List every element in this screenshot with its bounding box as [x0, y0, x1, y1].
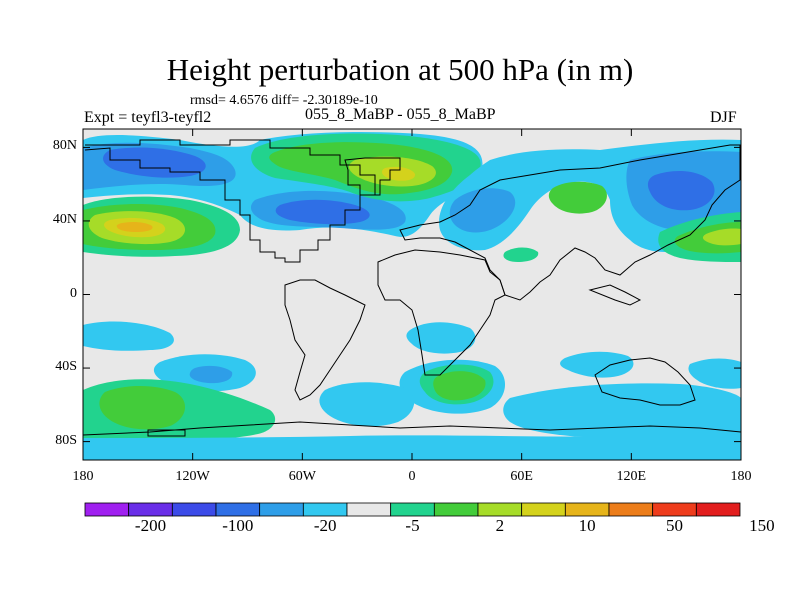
x-tick-label: 120E — [616, 469, 647, 484]
y-tick-label: 40N — [52, 211, 77, 227]
y-tick-label: 80N — [52, 138, 77, 154]
colorbar-swatch — [84, 502, 130, 517]
contour-fill — [688, 358, 741, 389]
x-axis-ticks — [82, 129, 742, 460]
colorbar-label: 10 — [578, 516, 596, 535]
contour-fill — [433, 371, 486, 401]
coastline-indonesia — [588, 284, 642, 306]
contour-fill — [702, 228, 741, 246]
colorbar-swatch — [521, 502, 566, 517]
subtitle: 055_8_MaBP - 055_8_MaBP — [305, 106, 496, 123]
colorbar — [84, 502, 741, 517]
colorbar-swatch — [171, 502, 217, 517]
colorbar-swatch — [302, 502, 348, 517]
colorbar-label: -200 — [134, 516, 167, 535]
colorbar-label: 150 — [749, 516, 775, 535]
coastline-australia — [594, 357, 696, 406]
contour-fill — [406, 322, 476, 354]
contour-fill — [83, 435, 741, 460]
colorbar-label: 2 — [495, 516, 505, 535]
colorbar-swatch — [564, 502, 610, 517]
contour-fill — [503, 383, 741, 440]
contour-field — [83, 129, 741, 460]
coastline-eurasia — [399, 144, 741, 301]
colorbar-swatch — [433, 502, 479, 517]
colorbar-swatch — [390, 502, 435, 517]
colorbar-swatch — [477, 502, 523, 517]
coastline-antarctica — [83, 421, 741, 436]
contour-fill — [560, 351, 634, 378]
chart-title: Height perturbation at 500 hPa (in m) — [166, 52, 634, 87]
colorbar-swatch — [346, 502, 392, 517]
x-tick-label: 60E — [510, 469, 533, 484]
contour-fill — [83, 321, 174, 351]
contour-fill — [189, 365, 233, 384]
colorbar-swatch — [259, 502, 304, 517]
y-tick-label: 0 — [70, 285, 77, 301]
contour-fill — [116, 222, 153, 232]
colorbar-swatch — [695, 502, 741, 517]
y-tick-label: 80S — [55, 432, 77, 448]
y-tick-label: 40S — [55, 359, 77, 375]
colorbar-label: -100 — [222, 516, 254, 535]
contour-fill — [647, 170, 715, 211]
coastline-small — [147, 429, 186, 437]
x-tick-label: 60W — [288, 469, 316, 484]
x-tick-label: 180 — [72, 469, 94, 484]
colorbar-swatch — [128, 502, 173, 517]
contour-fill — [548, 181, 607, 214]
season-label: DJF — [710, 109, 737, 126]
experiment-label: Expt = teyfl3-teyfl2 — [84, 109, 212, 126]
contour-fill — [103, 147, 206, 178]
coastlines — [83, 139, 741, 437]
colorbar-label: -20 — [313, 516, 337, 535]
coastline-africa — [377, 249, 506, 376]
coastline-greenland — [344, 157, 401, 196]
colorbar-swatch — [215, 502, 261, 517]
y-axis-ticks — [83, 146, 741, 443]
contour-fill — [503, 247, 539, 262]
contour-fill — [319, 382, 415, 427]
colorbar-label: 50 — [666, 516, 683, 535]
x-tick-label: 180 — [730, 469, 752, 484]
coastline-north-america — [84, 139, 376, 263]
colorbar-swatch — [608, 502, 654, 517]
colorbar-label: -5 — [405, 516, 420, 535]
colorbar-swatch — [652, 502, 697, 517]
coastline-south-america — [284, 279, 366, 401]
x-tick-label: 0 — [408, 469, 416, 484]
x-tick-label: 120W — [175, 469, 210, 484]
contour-fill — [275, 199, 370, 225]
contour-fill — [449, 188, 516, 233]
stats-text: rmsd= 4.6576 diff= -2.30189e-10 — [190, 93, 378, 108]
contour-fill — [99, 386, 186, 430]
